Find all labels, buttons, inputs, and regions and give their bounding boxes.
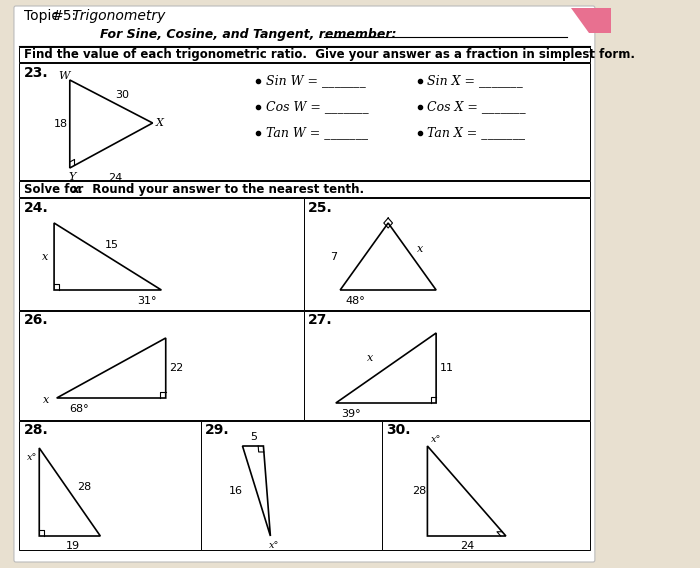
FancyBboxPatch shape [19,421,201,550]
FancyBboxPatch shape [19,181,589,197]
Text: x: x [43,395,49,405]
Text: Round your answer to the nearest tenth.: Round your answer to the nearest tenth. [84,182,364,195]
Text: 39°: 39° [341,409,360,419]
FancyBboxPatch shape [14,6,595,562]
FancyBboxPatch shape [201,421,382,550]
Text: x°: x° [269,541,279,550]
Text: 15: 15 [105,240,119,249]
Text: 28: 28 [77,482,91,492]
Text: Solve for: Solve for [24,182,87,195]
Text: 29.: 29. [205,423,230,437]
Text: 68°: 68° [69,404,88,414]
FancyBboxPatch shape [19,47,589,62]
Text: Topic: Topic [25,9,64,23]
Text: Find the value of each trigonometric ratio.  Give your answer as a fraction in s: Find the value of each trigonometric rat… [24,48,635,61]
Text: 11: 11 [440,363,454,373]
Text: 7: 7 [330,252,337,261]
Text: 27.: 27. [308,313,332,327]
Text: 19: 19 [65,541,80,551]
Text: #5:: #5: [52,9,78,23]
Text: 30: 30 [115,90,129,99]
Text: 26.: 26. [24,313,48,327]
Text: 28: 28 [412,486,426,496]
Text: 22: 22 [169,363,183,373]
FancyBboxPatch shape [19,311,304,420]
FancyBboxPatch shape [19,63,589,180]
Text: Cos W = _______: Cos W = _______ [266,101,369,114]
Text: For Sine, Cosine, and Tangent, remember:: For Sine, Cosine, and Tangent, remember: [100,27,401,40]
FancyBboxPatch shape [304,198,589,310]
Text: x°: x° [431,435,441,444]
FancyBboxPatch shape [382,421,589,550]
Text: Tan W = _______: Tan W = _______ [266,127,368,140]
Text: 30.: 30. [386,423,411,437]
Text: 16: 16 [228,486,242,496]
Text: x: x [416,244,423,253]
Text: x: x [367,353,373,363]
Text: 48°: 48° [345,296,365,306]
Text: 5: 5 [251,432,258,442]
Text: x: x [42,252,48,261]
Text: 24.: 24. [24,201,48,215]
Text: 28.: 28. [24,423,48,437]
Text: x°: x° [27,453,37,462]
Text: Tan X = _______: Tan X = _______ [428,127,526,140]
Text: 31°: 31° [137,296,156,306]
Text: Sin W = _______: Sin W = _______ [266,74,366,87]
Text: Cos X = _______: Cos X = _______ [428,101,526,114]
Text: Trigonometry: Trigonometry [68,9,165,23]
Polygon shape [571,8,610,33]
Text: Sin X = _______: Sin X = _______ [428,74,523,87]
FancyBboxPatch shape [304,311,589,420]
Text: 24: 24 [460,541,474,551]
Text: W: W [58,71,70,81]
Text: 23.: 23. [24,66,48,80]
Text: x.: x. [71,182,83,195]
Text: X: X [155,118,163,128]
Text: 18: 18 [54,119,68,129]
Text: Y: Y [68,172,76,182]
Text: 24: 24 [108,173,122,183]
Text: 25.: 25. [308,201,332,215]
FancyBboxPatch shape [19,198,304,310]
